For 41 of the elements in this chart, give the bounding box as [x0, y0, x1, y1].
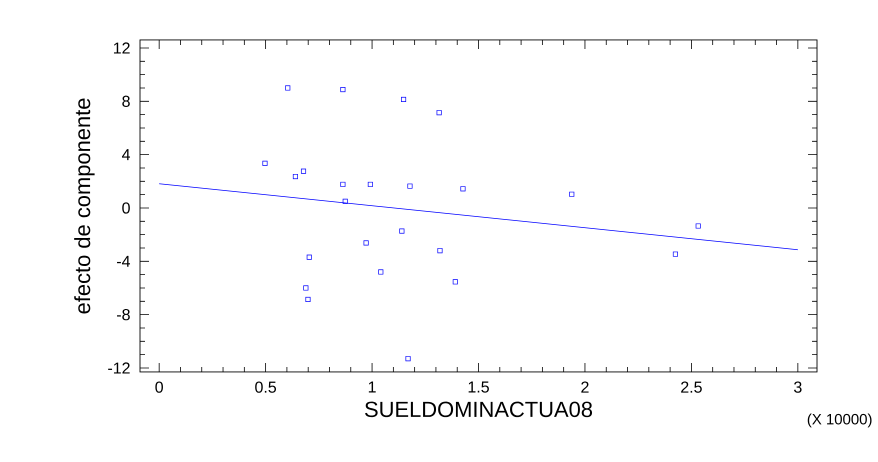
y-tick-label: -8	[117, 309, 130, 320]
point	[340, 182, 346, 187]
point	[672, 252, 678, 257]
x-tick-label: 1.5	[468, 382, 489, 393]
y-tick-label: 8	[122, 96, 130, 107]
point	[305, 296, 311, 302]
point	[399, 228, 404, 234]
y-tick-label: -12	[108, 362, 130, 374]
point	[285, 85, 290, 91]
point	[368, 182, 373, 187]
point	[262, 160, 268, 166]
x-tick-label: 0	[155, 382, 163, 393]
point	[292, 174, 298, 180]
point	[306, 254, 312, 260]
x-tick-label: 2	[581, 382, 589, 393]
point	[407, 184, 413, 189]
point	[436, 110, 442, 116]
x-tick-label: 3	[794, 382, 802, 393]
point	[437, 248, 443, 254]
y-tick-label: 4	[122, 149, 130, 160]
x-axis-title: SUELDOMINACTUA08	[365, 402, 592, 418]
point	[300, 168, 306, 174]
x-tick-label: 0.5	[255, 382, 276, 393]
x-tick-label: 1	[368, 382, 376, 392]
point	[569, 192, 574, 197]
text: (X 10000)	[808, 414, 872, 428]
point	[452, 279, 458, 284]
point	[696, 223, 701, 229]
point	[340, 87, 346, 92]
y-axis-title: efecto de componente	[74, 98, 95, 314]
y-tick-label: 12	[114, 42, 130, 54]
point	[401, 96, 406, 102]
x-tick-label: 2.5	[681, 382, 702, 393]
y-tick-label: 0	[122, 202, 130, 214]
point	[342, 198, 348, 204]
point	[378, 269, 384, 275]
point	[405, 356, 411, 362]
point	[460, 186, 466, 192]
point	[364, 240, 369, 246]
point	[303, 285, 308, 291]
y-tick-label: -4	[117, 256, 130, 267]
